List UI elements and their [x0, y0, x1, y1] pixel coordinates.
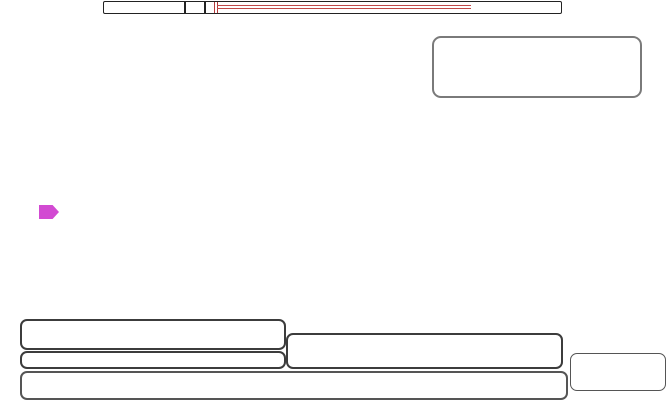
cursor-range-line — [217, 5, 471, 6]
measurement2-source-badge — [30, 388, 50, 400]
cursor-b-badge-icon — [450, 60, 464, 74]
channel3-position-marker[interactable] — [39, 205, 59, 219]
datetime-box — [570, 353, 666, 391]
channel2-badge — [157, 324, 177, 336]
horizontal-trigger-box — [286, 333, 563, 369]
cursor-b-badge[interactable] — [506, 20, 523, 37]
cursor-a-badge[interactable] — [416, 20, 433, 37]
channel3-badge — [30, 337, 50, 349]
cursor-b-readout — [434, 58, 640, 76]
record-cursor-b-line — [217, 2, 218, 13]
acquisition-preview-bar[interactable] — [103, 1, 562, 14]
channel1-badge — [30, 324, 50, 336]
measurements-box — [20, 371, 568, 400]
vertical-readouts-box — [20, 319, 286, 350]
expansion-window-right-bracket — [204, 2, 206, 13]
math-readout-box — [20, 351, 286, 369]
trigger-delay-icon — [294, 354, 305, 365]
cursor-range-line — [217, 8, 471, 9]
cursor-a-badge-icon — [450, 42, 464, 56]
cursor-delta-readout — [434, 76, 640, 94]
cursor-readout-box — [432, 36, 642, 98]
measurement1-source-badge — [30, 375, 50, 387]
trigger-source-badge — [510, 338, 530, 350]
math-badge — [30, 355, 50, 367]
expansion-window-left-bracket — [184, 2, 186, 13]
cursor-a-readout — [434, 40, 640, 58]
record-cursor-a-line — [214, 2, 215, 13]
